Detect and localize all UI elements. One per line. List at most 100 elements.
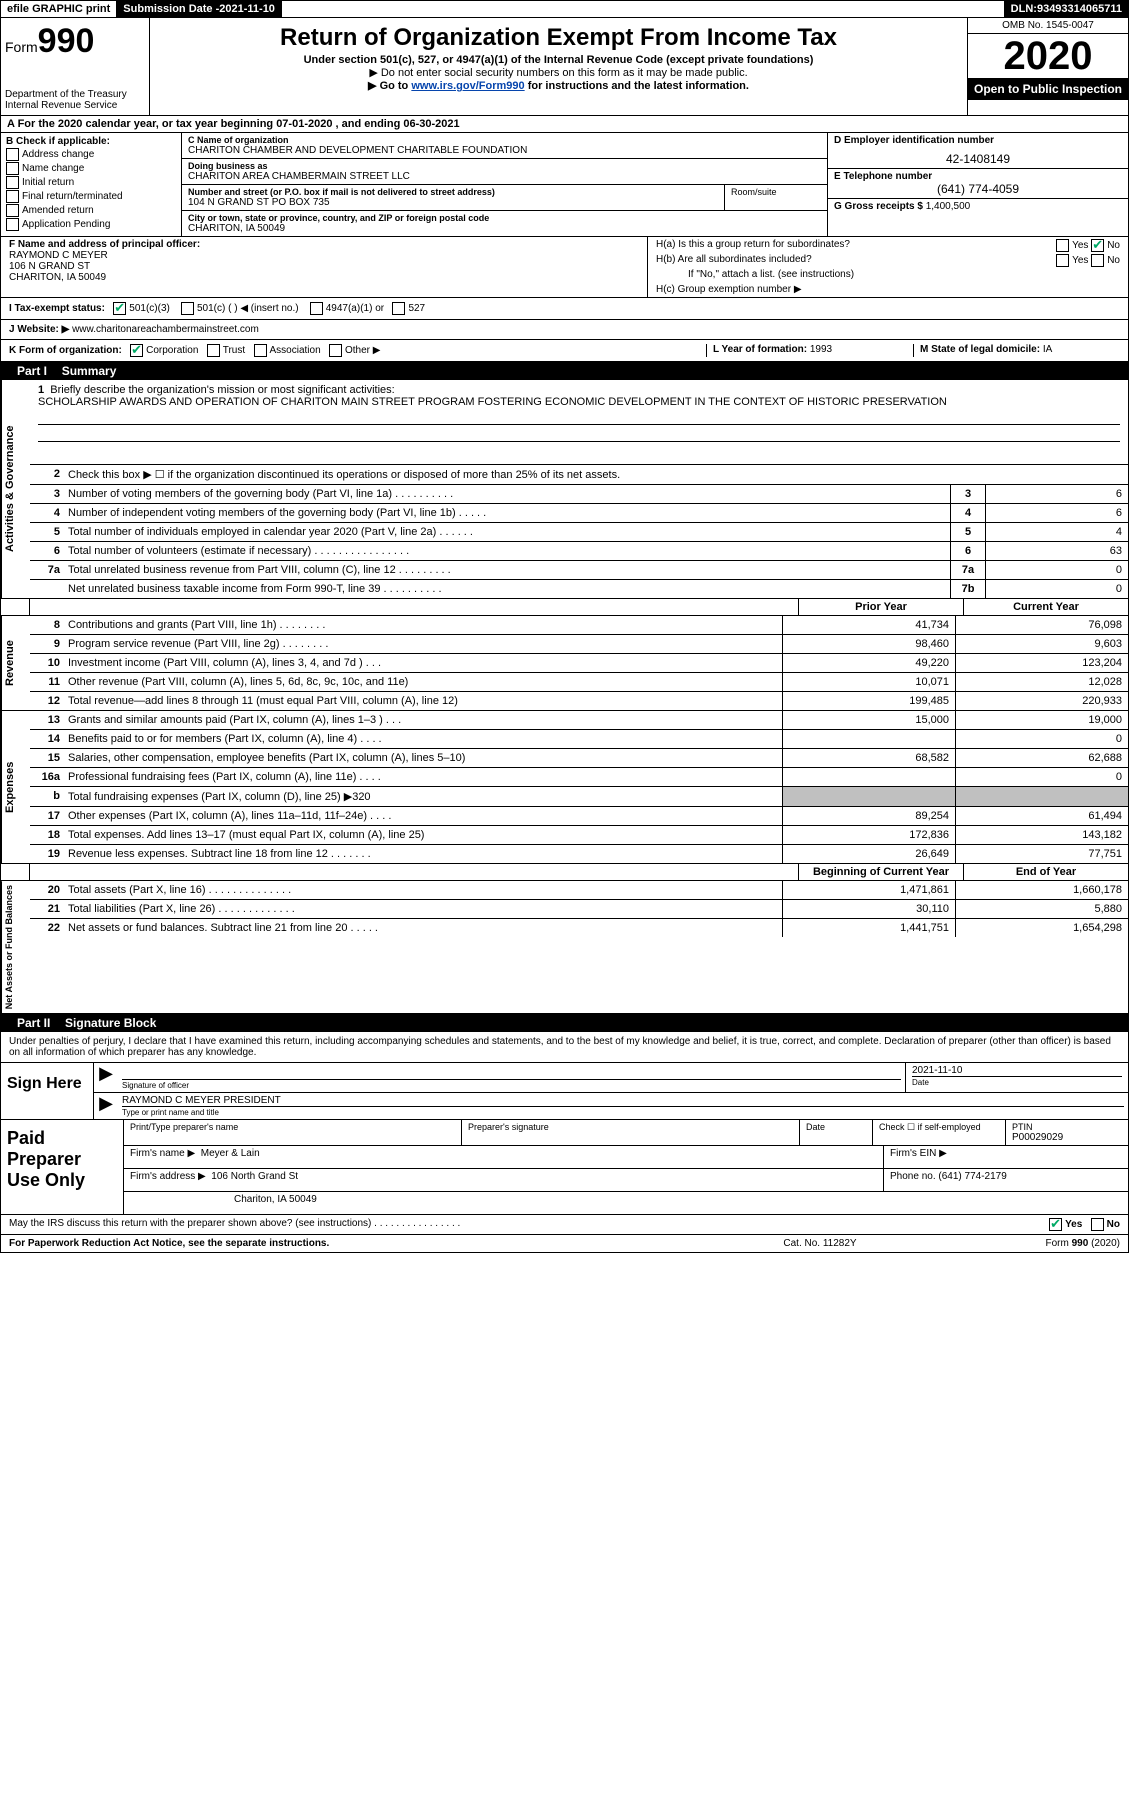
summary-line: 5Total number of individuals employed in… <box>30 523 1128 542</box>
prep-name-label: Print/Type preparer's name <box>130 1122 455 1132</box>
summary-line: bTotal fundraising expenses (Part IX, co… <box>30 787 1128 807</box>
revenue-section: Revenue 8Contributions and grants (Part … <box>1 616 1128 711</box>
paid-preparer-block: Paid Preparer Use Only Print/Type prepar… <box>1 1120 1128 1215</box>
summary-line: 3Number of voting members of the governi… <box>30 485 1128 504</box>
box-h: H(a) Is this a group return for subordin… <box>647 237 1128 297</box>
formation-year-label: L Year of formation: <box>713 344 807 355</box>
firm-phone-label: Phone no. <box>890 1171 936 1182</box>
org-name-label: C Name of organization <box>188 135 821 145</box>
ptin-label: PTIN <box>1012 1122 1122 1132</box>
vtab-expenses: Expenses <box>1 711 30 863</box>
sig-date: 2021-11-10 <box>912 1065 1122 1076</box>
discuss-no-check[interactable] <box>1091 1218 1104 1231</box>
k-org-row: K Form of organization: Corporation Trus… <box>1 340 1128 362</box>
identity-row: B Check if applicable: Address change Na… <box>1 133 1128 237</box>
box-f: F Name and address of principal officer:… <box>1 237 647 297</box>
footer-form: Form 990 (2020) <box>920 1238 1120 1249</box>
irs-label: Internal Revenue Service <box>5 100 145 111</box>
website-row: J Website: ▶ www.charitonareachambermain… <box>1 320 1128 340</box>
address-value: 104 N GRAND ST PO BOX 735 <box>188 197 718 208</box>
check-assoc[interactable] <box>254 344 267 357</box>
check-initial-return[interactable]: Initial return <box>6 176 176 189</box>
city-value: CHARITON, IA 50049 <box>188 223 821 234</box>
sig-officer-label: Signature of officer <box>122 1079 901 1090</box>
prior-year-label: Prior Year <box>798 599 963 615</box>
irs-link[interactable]: www.irs.gov/Form990 <box>411 80 524 92</box>
check-501c[interactable] <box>181 302 194 315</box>
check-501c3[interactable] <box>113 302 126 315</box>
discuss-row: May the IRS discuss this return with the… <box>1 1215 1128 1235</box>
box-b-label: B Check if applicable: <box>6 136 110 147</box>
tax-year: 2020 <box>968 34 1128 78</box>
sign-here-block: Sign Here ▶ Signature of officer 2021-11… <box>1 1063 1128 1120</box>
check-final-return[interactable]: Final return/terminated <box>6 190 176 203</box>
website-value: www.charitonareachambermainstreet.com <box>72 324 259 335</box>
activities-governance: Activities & Governance 1 Briefly descri… <box>1 380 1128 599</box>
footer-catno: Cat. No. 11282Y <box>720 1238 920 1249</box>
summary-line: Net unrelated business taxable income fr… <box>30 580 1128 598</box>
vtab-activities: Activities & Governance <box>1 380 30 598</box>
topbar-spacer <box>282 1 1005 17</box>
part-2-header: Part II Signature Block <box>1 1014 1128 1032</box>
firm-addr2: Chariton, IA 50049 <box>124 1192 1128 1214</box>
summary-line: 13Grants and similar amounts paid (Part … <box>30 711 1128 730</box>
summary-line: 12Total revenue—add lines 8 through 11 (… <box>30 692 1128 710</box>
mission-label: Briefly describe the organization's miss… <box>50 384 394 396</box>
signature-intro: Under penalties of perjury, I declare th… <box>1 1032 1128 1063</box>
summary-line: 9Program service revenue (Part VIII, lin… <box>30 635 1128 654</box>
check-527[interactable] <box>392 302 405 315</box>
form-label: Form <box>5 39 38 55</box>
summary-line: 16aProfessional fundraising fees (Part I… <box>30 768 1128 787</box>
year-block: OMB No. 1545-0047 2020 Open to Public In… <box>967 18 1128 115</box>
tax-status-label: I Tax-exempt status: <box>9 303 105 314</box>
dept-label: Department of the Treasury <box>5 89 145 100</box>
phone-label: E Telephone number <box>834 171 932 182</box>
discuss-text: May the IRS discuss this return with the… <box>9 1218 1049 1231</box>
sign-arrow-icon: ▶ <box>94 1063 118 1092</box>
tax-period: A For the 2020 calendar year, or tax yea… <box>1 116 1128 133</box>
omb-number: OMB No. 1545-0047 <box>968 18 1128 34</box>
firm-name: Meyer & Lain <box>201 1148 260 1159</box>
check-name-change[interactable]: Name change <box>6 162 176 175</box>
officer-city: CHARITON, IA 50049 <box>9 272 106 283</box>
org-name: CHARITON CHAMBER AND DEVELOPMENT CHARITA… <box>188 145 821 156</box>
sig-name-label: Type or print name and title <box>122 1106 1124 1117</box>
vtab-netassets: Net Assets or Fund Balances <box>1 881 30 1013</box>
na-year-header: Beginning of Current Year End of Year <box>1 864 1128 881</box>
firm-name-label: Firm's name ▶ <box>130 1148 195 1159</box>
firm-phone: (641) 774-2179 <box>938 1171 1006 1182</box>
domicile-label: M State of legal domicile: <box>920 344 1040 355</box>
summary-line: 4Number of independent voting members of… <box>30 504 1128 523</box>
form-title-block: Return of Organization Exempt From Incom… <box>150 18 967 115</box>
officer-label: F Name and address of principal officer: <box>9 239 200 250</box>
discuss-yes-check[interactable] <box>1049 1218 1062 1231</box>
end-year-label: End of Year <box>963 864 1128 880</box>
check-trust[interactable] <box>207 344 220 357</box>
summary-line: 19Revenue less expenses. Subtract line 1… <box>30 845 1128 863</box>
box-c: C Name of organization CHARITON CHAMBER … <box>182 133 827 236</box>
summary-line: 6Total number of volunteers (estimate if… <box>30 542 1128 561</box>
summary-line: 15Salaries, other compensation, employee… <box>30 749 1128 768</box>
row-f-h: F Name and address of principal officer:… <box>1 237 1128 298</box>
part-1-header: Part I Summary <box>1 362 1128 380</box>
check-corp[interactable] <box>130 344 143 357</box>
check-amended[interactable]: Amended return <box>6 204 176 217</box>
check-other[interactable] <box>329 344 342 357</box>
ein-value: 42-1408149 <box>834 146 1122 166</box>
form-subtitle: Under section 501(c), 527, or 4947(a)(1)… <box>154 54 963 66</box>
form-note-2: ▶ Go to www.irs.gov/Form990 for instruct… <box>154 79 963 92</box>
formation-year: 1993 <box>810 344 832 355</box>
gross-value: 1,400,500 <box>926 201 971 212</box>
sign-here-label: Sign Here <box>1 1063 93 1119</box>
ptin-value: P00029029 <box>1012 1132 1122 1143</box>
form-number: 990 <box>38 22 95 60</box>
k-label: K Form of organization: <box>9 345 122 356</box>
vtab-revenue: Revenue <box>1 616 30 710</box>
check-4947[interactable] <box>310 302 323 315</box>
form-note-1: ▶ Do not enter social security numbers o… <box>154 66 963 79</box>
prep-selfemployed: Check ☐ if self-employed <box>873 1120 1006 1145</box>
check-app-pending[interactable]: Application Pending <box>6 218 176 231</box>
dba-label: Doing business as <box>188 161 821 171</box>
check-address-change[interactable]: Address change <box>6 148 176 161</box>
address-label: Number and street (or P.O. box if mail i… <box>188 187 718 197</box>
